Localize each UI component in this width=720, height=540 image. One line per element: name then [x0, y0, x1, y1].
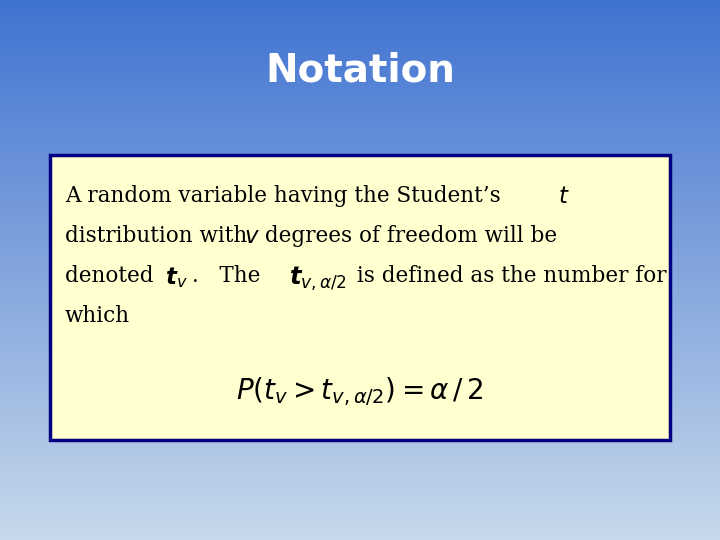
- Text: $P(t_v > t_{v,\alpha/2}) = \alpha\,/\,2$: $P(t_v > t_{v,\alpha/2}) = \alpha\,/\,2$: [236, 375, 484, 408]
- Text: $\boldsymbol{t}_{v,\alpha/2}$: $\boldsymbol{t}_{v,\alpha/2}$: [289, 265, 347, 293]
- FancyBboxPatch shape: [50, 155, 670, 440]
- Text: degrees of freedom will be: degrees of freedom will be: [258, 225, 557, 247]
- Text: $t$: $t$: [558, 185, 570, 208]
- Text: A random variable having the Student’s: A random variable having the Student’s: [65, 185, 508, 207]
- Text: .   The: . The: [192, 265, 267, 287]
- Text: $\boldsymbol{t}_v$: $\boldsymbol{t}_v$: [165, 265, 188, 290]
- Text: which: which: [65, 305, 130, 327]
- Text: denoted: denoted: [65, 265, 161, 287]
- Text: Notation: Notation: [265, 51, 455, 89]
- Text: distribution with: distribution with: [65, 225, 254, 247]
- Text: is defined as the number for: is defined as the number for: [350, 265, 667, 287]
- Text: $v$: $v$: [244, 225, 260, 248]
